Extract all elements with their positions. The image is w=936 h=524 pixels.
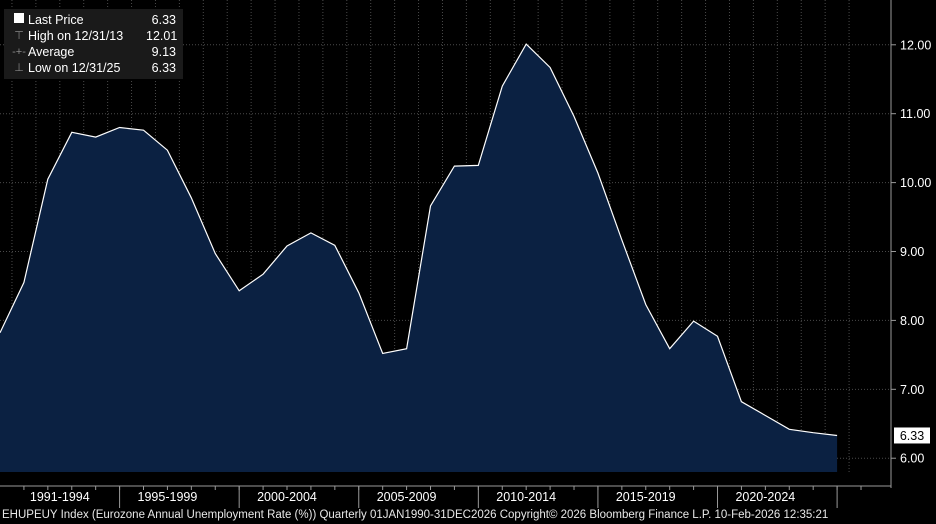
y-tick-label: 11.00 [900,107,930,121]
chart-footer: EHUPEUY Index (Eurozone Annual Unemploym… [2,509,829,521]
high-marker-icon: ⊤ [14,30,24,42]
tick-labels: 6.00 7.00 8.00 9.00 10.00 11.00 12.00 1991-1994… [30,38,931,504]
legend-value: 9.13 [151,45,176,59]
x-tick-label: 2005-2009 [377,490,437,504]
legend-label: Low on 12/31/25 [28,61,121,75]
y-tick-label: 6.00 [900,452,924,466]
y-tick-label: 8.00 [900,314,924,328]
legend-label: High on 12/31/13 [28,29,124,43]
legend-label: Last Price [28,13,84,27]
x-tick-label: 2020-2024 [735,490,795,504]
area-fill [0,44,838,472]
legend-item-high: ⊤ High on 12/31/13 12.01 [10,28,177,44]
legend-item-last-price: Last Price 6.33 [10,12,177,28]
last-value-label: 6.33 [900,429,924,443]
x-tick-label: 2010-2014 [496,490,556,504]
last-price-swatch-icon [10,12,28,28]
legend-item-low: ⊥ Low on 12/31/25 6.33 [10,60,177,76]
legend-box: Last Price 6.33 ⊤ High on 12/31/13 12.01… [4,9,184,79]
y-tick-label: 10.00 [900,176,931,190]
legend-value: 12.01 [146,29,178,43]
low-marker-icon: ⊥ [14,62,24,74]
area-series [0,43,838,472]
legend-value: 6.33 [151,61,176,75]
x-tick-label: 2015-2019 [616,490,676,504]
average-marker-icon: -+- [12,46,26,58]
y-tick-label: 12.00 [900,38,931,52]
series-line [0,43,838,437]
y-tick-label: 7.00 [900,383,924,397]
x-tick-label: 1991-1994 [30,490,90,504]
legend-label: Average [28,45,75,59]
x-tick-label: 2000-2004 [257,490,317,504]
axes [0,0,896,508]
y-tick-label: 9.00 [900,245,924,259]
legend-value: 6.33 [151,13,176,27]
legend-item-average: -+- Average 9.13 [10,44,177,60]
last-value-tag [894,427,930,444]
x-tick-label: 1995-1999 [138,490,198,504]
